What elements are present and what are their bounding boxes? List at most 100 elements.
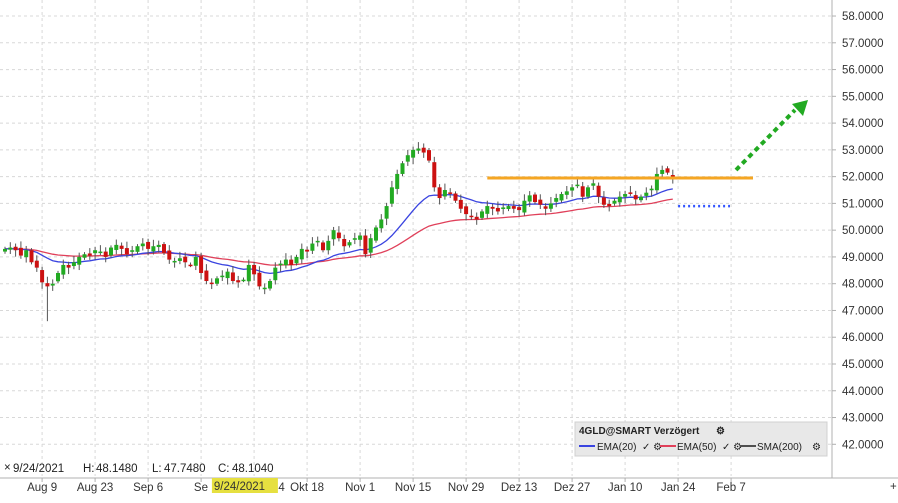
ema50-layer <box>4 198 673 266</box>
candle-body <box>511 206 516 209</box>
candle-body <box>586 187 590 197</box>
candle-body <box>453 193 458 201</box>
candle-body <box>469 215 474 218</box>
info-date: 9/24/2021 <box>13 463 64 475</box>
legend-ema50-label[interactable]: EMA(50) <box>677 442 716 453</box>
candle-body <box>289 259 294 265</box>
candle-body <box>347 242 352 246</box>
candle-body <box>18 247 23 256</box>
candle-body <box>342 238 347 247</box>
candle-body <box>130 250 135 252</box>
y-tick-label: 49.0000 <box>842 252 884 264</box>
x-tick-label: Jan 10 <box>608 482 643 494</box>
candle-body <box>299 248 304 260</box>
x-tick-label: Sep 6 <box>133 482 163 494</box>
legend-sma200-label[interactable]: SMA(200) <box>757 442 802 453</box>
candle-body <box>209 282 214 285</box>
ema20-layer <box>4 188 673 275</box>
candle-body <box>538 199 543 205</box>
candle-body <box>368 238 373 253</box>
candle-body <box>156 244 161 248</box>
candle-body <box>665 168 670 173</box>
axis-corner-plus-icon[interactable]: + <box>890 481 897 493</box>
legend-sma200-edit-icon[interactable]: ⚙ <box>812 442 821 453</box>
candle-body <box>294 256 299 264</box>
x-tick-label: Jan 24 <box>661 482 696 494</box>
candle-body <box>527 195 532 202</box>
candle-body <box>379 219 384 229</box>
candle-body <box>278 263 283 266</box>
ema50-line <box>4 198 673 266</box>
grid-lines <box>0 0 832 476</box>
y-tick-label: 57.0000 <box>842 38 884 50</box>
candle-body <box>464 206 469 215</box>
candle-body <box>109 247 113 256</box>
breakout-arrow-head <box>792 100 808 116</box>
candle-body <box>374 227 378 241</box>
x-tick-label: Nov 15 <box>395 482 431 494</box>
candle-body <box>34 260 39 268</box>
candle-body <box>607 203 612 207</box>
legend-ema20-label[interactable]: EMA(20) <box>597 442 636 453</box>
y-tick-label: 54.0000 <box>842 118 884 130</box>
y-tick-label: 46.0000 <box>842 332 884 344</box>
candle-body <box>268 281 272 289</box>
candle-body <box>639 196 643 201</box>
y-tick-label: 51.0000 <box>842 198 884 210</box>
candle-body <box>82 254 87 258</box>
candle-body <box>66 264 71 268</box>
candle-body <box>326 240 331 251</box>
candle-body <box>501 207 506 210</box>
candle-body <box>215 278 219 284</box>
candle-body <box>310 243 315 251</box>
candle-body <box>61 264 66 275</box>
info-low-label: L: <box>152 463 162 475</box>
y-tick-label: 48.0000 <box>842 279 884 291</box>
legend-settings-icon[interactable]: ⚙ <box>716 426 725 437</box>
candle-body <box>363 235 368 255</box>
candle-body <box>559 194 564 201</box>
x-tick-label: Dez 27 <box>554 482 590 494</box>
candle-body <box>522 200 527 213</box>
candle-body <box>146 241 151 249</box>
candle-body <box>331 230 336 240</box>
y-tick-label: 56.0000 <box>842 65 884 77</box>
candle-body <box>485 206 490 214</box>
candle-body <box>575 184 580 187</box>
info-high-label: H: <box>83 463 95 475</box>
candles-layer <box>3 142 675 322</box>
info-close-label: C: <box>218 463 230 475</box>
legend-ema50-edit-icon[interactable]: ✓ ⚙ <box>722 442 742 453</box>
candle-body <box>389 187 394 204</box>
candle-body <box>617 196 622 203</box>
candle-body <box>596 185 601 197</box>
candle-body <box>437 187 442 199</box>
candle-body <box>384 206 389 219</box>
y-tick-label: 43.0000 <box>842 413 884 425</box>
x-tick-label: Aug 9 <box>27 482 57 494</box>
x-tick-label: Dez 13 <box>501 482 537 494</box>
candle-body <box>114 244 119 250</box>
legend-ema20-edit-icon[interactable]: ✓ ⚙ <box>642 442 662 453</box>
candle-body <box>225 271 230 279</box>
candle-body <box>103 251 108 257</box>
legend[interactable]: 4GLD@SMART Verzögert ⚙ EMA(20) ✓ ⚙ EMA(5… <box>574 421 828 457</box>
y-tick-label: 47.0000 <box>842 305 884 317</box>
info-low: 47.7480 <box>164 463 206 475</box>
candle-body <box>358 235 363 240</box>
candle-body <box>87 253 92 256</box>
candle-body <box>140 243 145 247</box>
candle-body <box>644 192 649 196</box>
y-tick-label: 42.0000 <box>842 439 884 451</box>
candle-body <box>400 163 405 174</box>
candle-body <box>405 155 410 162</box>
candle-body <box>442 190 447 197</box>
candle-body <box>480 211 484 218</box>
x-tick-label: Okt 18 <box>290 482 324 494</box>
y-tick-label: 55.0000 <box>842 91 884 103</box>
candle-body <box>628 192 633 194</box>
candle-body <box>315 240 320 243</box>
candle-body <box>533 194 537 203</box>
